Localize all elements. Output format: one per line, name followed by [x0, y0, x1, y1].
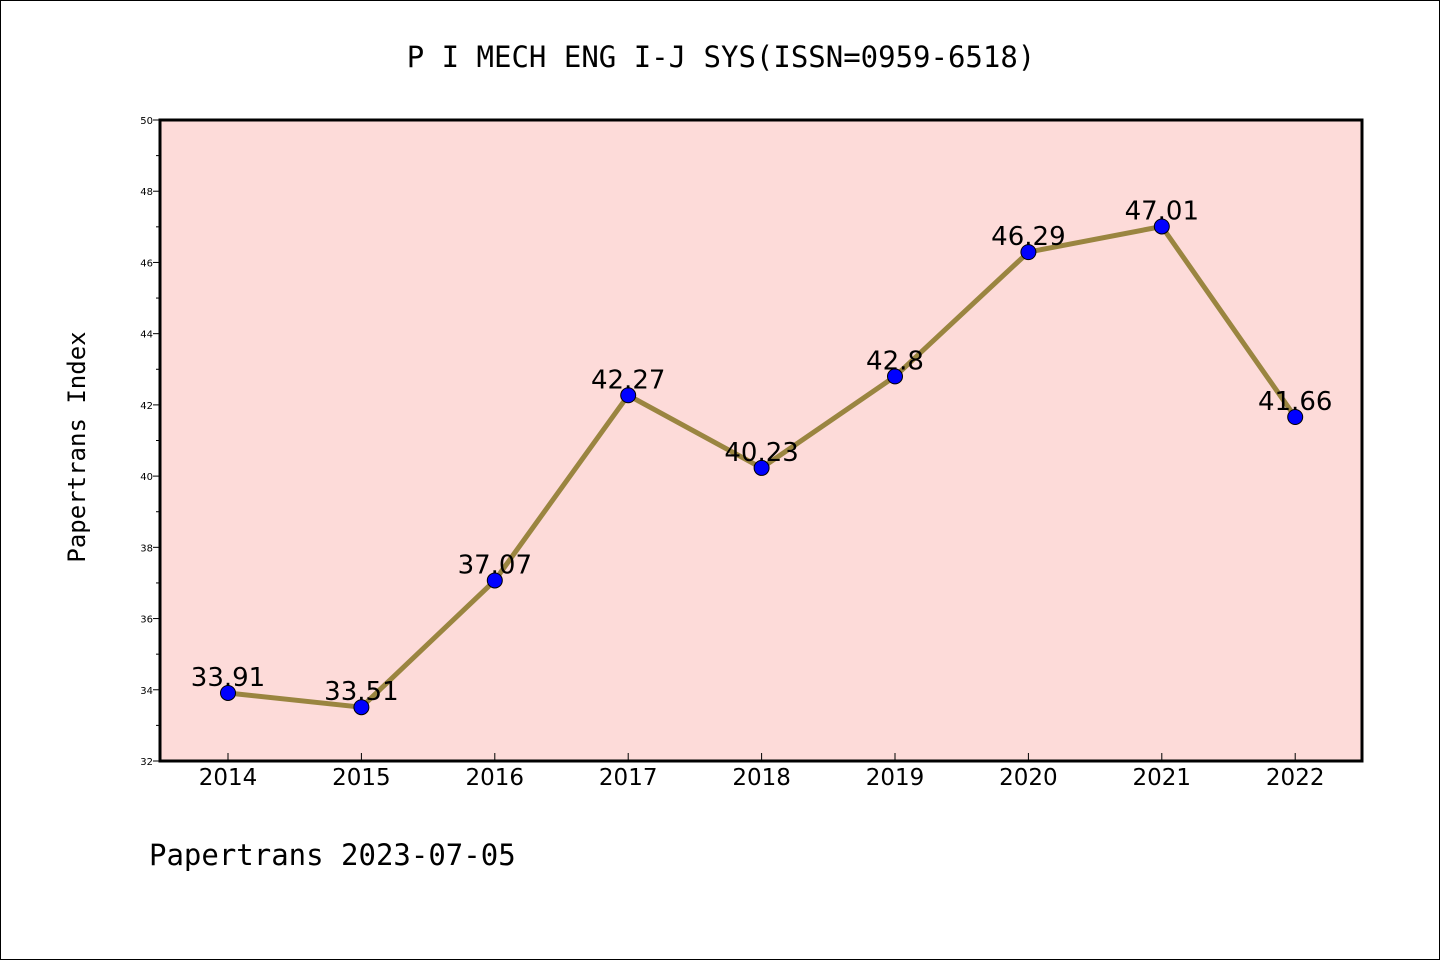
y-axis-label: Papertrans Index [63, 331, 91, 562]
y-tick-label: 34 [140, 686, 153, 697]
y-tick-label: 32 [140, 757, 153, 768]
y-tick-label: 46 [140, 258, 153, 269]
data-label: 46.29 [991, 222, 1065, 252]
x-tick-label: 2020 [999, 765, 1058, 791]
x-tick-label: 2014 [199, 765, 258, 791]
data-point [486, 572, 503, 589]
data-label: 40.23 [724, 438, 798, 468]
data-label: 47.01 [1125, 196, 1199, 226]
data-point [1020, 244, 1037, 261]
data-point [620, 387, 637, 404]
y-tick-label: 38 [140, 543, 153, 554]
series-layer: 33.91 33.51 37.07 42.27 40.23 42.8 46.29 47.01 4… [191, 196, 1332, 716]
chart-title: P I MECH ENG I-J SYS(ISSN=0959-6518) [407, 40, 1036, 74]
data-point [753, 459, 770, 476]
data-label: 37.07 [458, 550, 532, 580]
x-tick-label: 2015 [332, 765, 391, 791]
x-tick-label: 2021 [1133, 765, 1192, 791]
data-point [353, 699, 370, 716]
data-label: 42.27 [591, 365, 665, 395]
data-point [1287, 408, 1304, 425]
y-tick-label: 36 [140, 615, 153, 626]
x-tick-label: 2022 [1266, 765, 1325, 791]
data-point [887, 368, 903, 385]
plot-frame [158, 118, 1364, 763]
data-point [1153, 218, 1170, 235]
data-label: 42.8 [866, 346, 924, 376]
y-tick-label: 42 [140, 401, 153, 412]
x-tick-label: 2019 [866, 765, 925, 791]
footer-date-stamp: Papertrans 2023-07-05 [149, 838, 516, 872]
y-tick-label: 40 [140, 472, 153, 483]
y-tick-label: 48 [140, 187, 153, 198]
y-tick-label: 44 [140, 330, 153, 341]
data-label: 33.51 [324, 677, 398, 707]
data-label: 41.66 [1258, 387, 1332, 417]
data-label: 33.91 [191, 663, 265, 693]
data-point [220, 684, 236, 701]
x-axis: 2014 2015 2016 2017 2018 2019 2020 2021 2022 [199, 753, 1325, 791]
y-tick-label: 50 [140, 116, 153, 127]
x-tick-label: 2016 [466, 765, 525, 791]
x-tick-label: 2017 [599, 765, 658, 791]
x-tick-label: 2018 [732, 765, 791, 791]
y-axis: 32 34 36 38 40 42 44 46 48 50 [140, 116, 160, 768]
